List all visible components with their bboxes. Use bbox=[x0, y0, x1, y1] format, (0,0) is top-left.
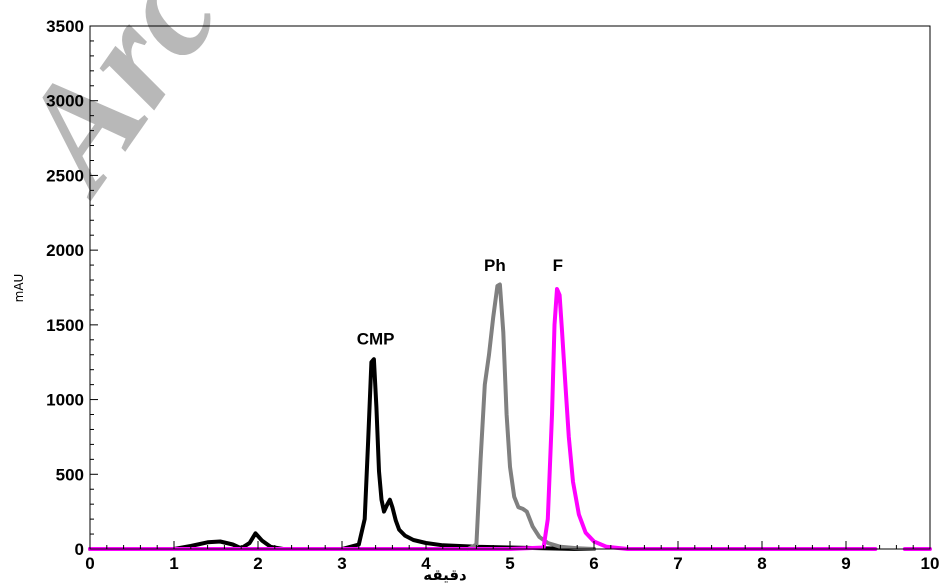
x-tick-label: 1 bbox=[169, 554, 178, 573]
peak-label-ph: Ph bbox=[484, 256, 506, 275]
x-tick-label: 9 bbox=[841, 554, 850, 573]
y-tick-label: 1000 bbox=[46, 391, 84, 410]
peak-label-f: F bbox=[553, 256, 563, 275]
x-tick-label: 4 bbox=[421, 554, 431, 573]
y-tick-label: 2000 bbox=[46, 241, 84, 260]
x-tick-label: 10 bbox=[921, 554, 940, 573]
y-tick-label: 1500 bbox=[46, 316, 84, 335]
y-tick-label: 0 bbox=[75, 540, 84, 559]
y-tick-label: 2500 bbox=[46, 166, 84, 185]
x-tick-label: 6 bbox=[589, 554, 598, 573]
x-tick-label: 8 bbox=[757, 554, 766, 573]
peak-label-cmp: CMP bbox=[357, 329, 395, 348]
x-axis-title: دقیقه bbox=[423, 566, 467, 583]
x-tick-label: 2 bbox=[253, 554, 262, 573]
series-line-1 bbox=[88, 357, 596, 551]
watermark: Arc bbox=[0, 0, 251, 220]
x-tick-label: 0 bbox=[85, 554, 94, 573]
x-tick-label: 7 bbox=[673, 554, 682, 573]
y-tick-label: 3000 bbox=[46, 92, 84, 111]
series-line-3 bbox=[88, 287, 932, 551]
x-tick-label: 5 bbox=[505, 554, 514, 573]
y-tick-label: 500 bbox=[56, 465, 84, 484]
y-axis-title: mAU bbox=[12, 274, 26, 303]
series-line-2 bbox=[466, 282, 596, 551]
y-tick-label: 3500 bbox=[46, 17, 84, 36]
x-tick-label: 3 bbox=[337, 554, 346, 573]
